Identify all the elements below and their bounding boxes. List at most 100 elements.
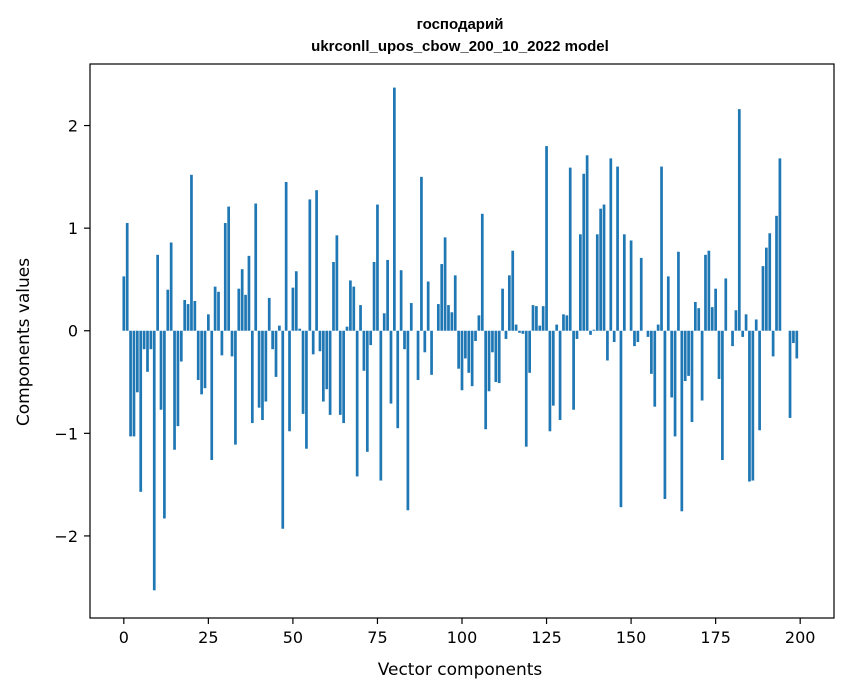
bar xyxy=(629,240,633,331)
bar xyxy=(453,275,457,331)
bar xyxy=(795,330,799,359)
x-tick-label: 175 xyxy=(700,628,731,647)
bar xyxy=(724,278,728,331)
bar xyxy=(656,324,660,331)
bar xyxy=(166,289,170,331)
bar xyxy=(159,330,163,410)
bar xyxy=(589,330,592,335)
bar xyxy=(660,166,663,331)
bar xyxy=(122,276,126,331)
bar xyxy=(541,306,545,331)
bar xyxy=(207,314,210,331)
bar xyxy=(274,330,278,377)
bar xyxy=(132,330,136,437)
bar xyxy=(487,330,491,392)
bar xyxy=(193,300,197,331)
bar xyxy=(135,330,139,393)
bar xyxy=(707,250,711,331)
y-tick-label: −2 xyxy=(54,527,78,546)
bar xyxy=(714,288,717,331)
bar xyxy=(606,330,609,361)
bar xyxy=(646,330,650,337)
bar xyxy=(409,303,413,331)
bar xyxy=(639,257,643,331)
bar xyxy=(369,330,373,346)
bar xyxy=(744,314,748,331)
bar xyxy=(423,330,427,353)
bar xyxy=(579,234,582,331)
bar xyxy=(737,109,741,331)
plot-frame xyxy=(89,63,835,619)
bar xyxy=(308,199,312,331)
bar xyxy=(514,324,518,331)
bar xyxy=(399,270,403,331)
bar xyxy=(734,310,738,331)
bar xyxy=(152,330,156,591)
bar xyxy=(386,259,389,331)
bar xyxy=(349,280,352,331)
bar xyxy=(666,276,670,331)
bar xyxy=(609,158,613,331)
bar xyxy=(149,330,153,350)
bar xyxy=(301,330,305,414)
bar xyxy=(775,215,778,331)
y-tick-label: 0 xyxy=(68,322,78,341)
bar xyxy=(284,181,288,331)
bar xyxy=(565,315,569,331)
bar xyxy=(447,305,450,331)
bar xyxy=(545,146,548,331)
bar xyxy=(335,235,339,331)
bar xyxy=(190,174,193,331)
bar xyxy=(210,330,214,461)
bar xyxy=(555,324,559,331)
bar xyxy=(748,330,751,482)
bar xyxy=(535,306,538,331)
bar xyxy=(291,287,295,331)
bar xyxy=(244,294,247,331)
bar xyxy=(582,173,586,331)
bar xyxy=(223,223,227,331)
bar xyxy=(562,314,565,331)
bar xyxy=(636,330,640,343)
bar xyxy=(467,330,471,373)
bar xyxy=(765,247,768,331)
bar xyxy=(633,330,636,347)
bar xyxy=(227,206,231,331)
bar xyxy=(372,262,376,331)
y-axis-ticks: −2 −1 0 1 2 xyxy=(54,117,90,546)
bar xyxy=(612,330,616,343)
bar xyxy=(551,330,555,406)
bar xyxy=(420,176,423,331)
bar xyxy=(396,330,400,429)
x-tick-label: 50 xyxy=(283,628,303,647)
bar xyxy=(278,325,281,331)
bar xyxy=(379,330,383,481)
bar xyxy=(264,330,268,402)
bar xyxy=(670,330,674,398)
bar xyxy=(477,315,481,331)
x-axis-ticks: 0 25 50 75 100 125 150 175 200 xyxy=(119,618,815,647)
bar xyxy=(267,297,271,331)
bar xyxy=(758,330,761,431)
bar xyxy=(311,330,315,355)
x-tick-label: 125 xyxy=(531,628,562,647)
bar xyxy=(677,251,680,331)
bar xyxy=(653,330,657,407)
bar xyxy=(754,319,758,331)
bar xyxy=(196,330,200,380)
bar xyxy=(220,330,224,356)
bar xyxy=(504,330,508,339)
bar xyxy=(761,266,765,331)
bar xyxy=(332,262,335,331)
y-tick-label: −1 xyxy=(54,424,78,443)
bar xyxy=(234,330,237,445)
bar xyxy=(230,330,234,357)
bar xyxy=(524,330,528,447)
bar xyxy=(484,330,488,430)
bar xyxy=(213,286,217,331)
bar xyxy=(575,330,579,339)
bar xyxy=(169,242,173,331)
bar xyxy=(250,330,254,424)
bar xyxy=(771,330,775,357)
